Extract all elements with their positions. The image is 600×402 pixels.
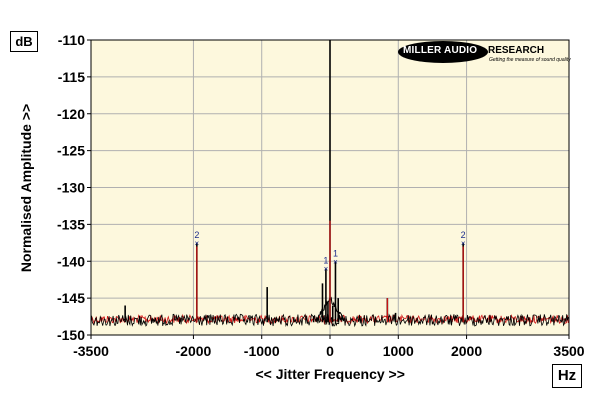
y-tick-label: -120 [57, 106, 85, 122]
y-tick-label: -115 [58, 69, 85, 85]
logo-brand-light: RESEARCH [488, 45, 545, 56]
peak-marker-label: 1 [333, 248, 338, 258]
x-tick-label: 0 [326, 343, 334, 359]
y-tick-label: -145 [57, 290, 85, 306]
peak-marker-cross: × [333, 257, 338, 266]
y-tick-label: -135 [57, 216, 85, 232]
x-tick-label: 2000 [451, 343, 482, 359]
peak-marker-cross: × [195, 239, 200, 248]
y-tick-label: -130 [57, 180, 85, 196]
peak-marker-cross: × [324, 265, 329, 274]
x-axis-title: << Jitter Frequency >> [255, 366, 405, 382]
y-tick-label: -125 [57, 143, 85, 159]
x-tick-label: 3500 [553, 343, 584, 359]
x-unit-label: Hz [552, 364, 582, 388]
peak-marker-label: 1 [323, 256, 328, 266]
x-tick-label: 1000 [383, 343, 414, 359]
peak-marker-label: 2 [461, 230, 466, 240]
peak-marker-cross: × [461, 239, 466, 248]
logo-tagline: Getting the measure of sound quality [489, 57, 571, 63]
x-tick-label: -2000 [176, 343, 212, 359]
x-tick-label: -1000 [244, 343, 280, 359]
logo-badge [398, 41, 488, 63]
y-axis-ticks: -110 -115 -120 -125 -130 -135 -140 -145 -150 [57, 32, 91, 343]
y-tick-label: -150 [57, 327, 85, 343]
logo-brand-dark: MILLER AUDIO [403, 45, 478, 56]
peak-marker-label: 2 [194, 230, 199, 240]
y-tick-label: -110 [58, 32, 85, 48]
y-tick-label: -140 [57, 253, 85, 269]
x-axis-ticks: -3500 -2000 -1000 0 1000 2000 3500 [73, 335, 585, 359]
y-unit-label: dB [10, 31, 38, 52]
series-group [91, 40, 569, 328]
markers-group: ×2×1 ×1×2 [194, 230, 465, 274]
x-tick-label: -3500 [73, 343, 109, 359]
y-axis-title: Normalised Amplitude >> [18, 103, 35, 272]
